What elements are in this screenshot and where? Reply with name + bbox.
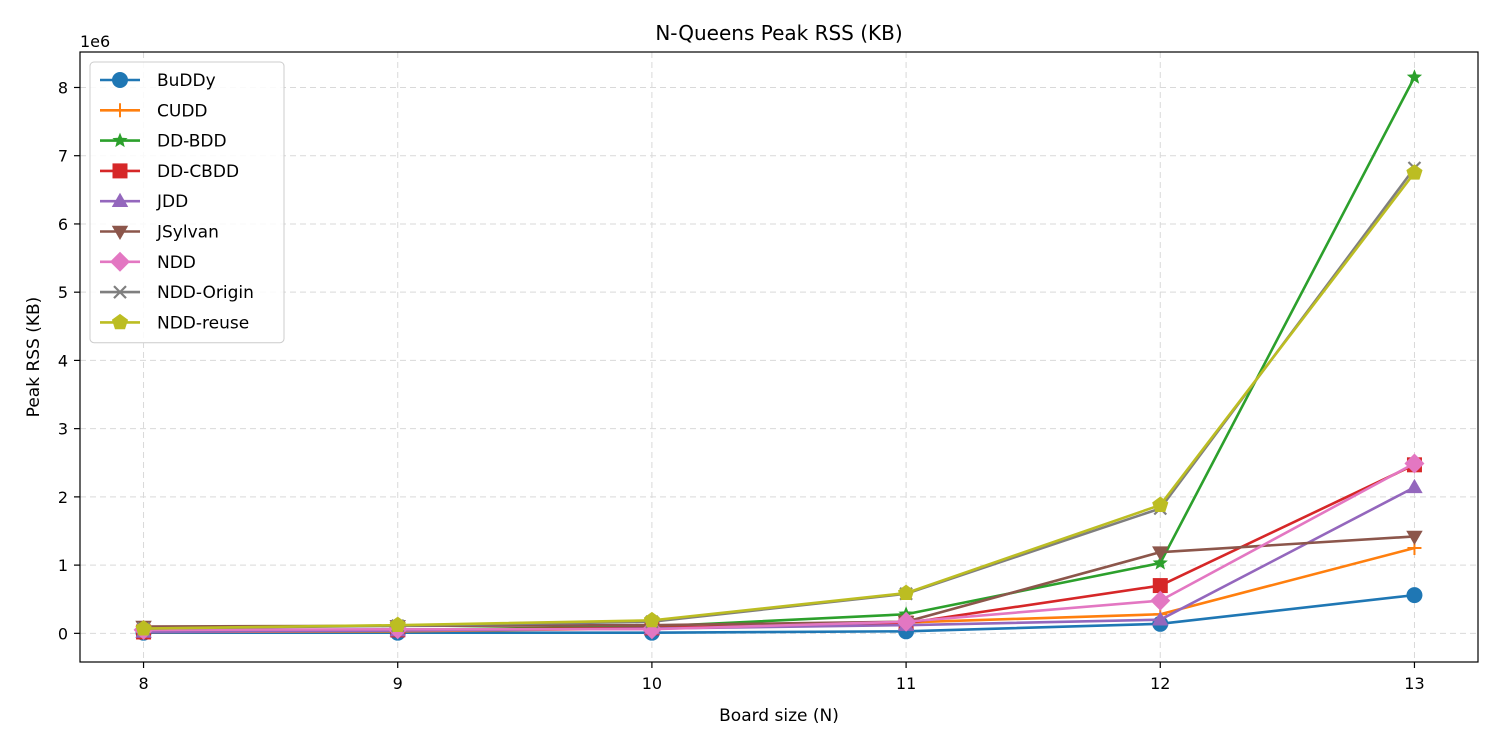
legend-label: NDD	[157, 253, 196, 273]
data-point	[1406, 164, 1423, 180]
y-axis-label: Peak RSS (KB)	[24, 297, 44, 418]
legend-marker	[111, 192, 129, 207]
y-tick-label: 5	[58, 283, 68, 302]
legend: BuDDy CUDD DD-BDD DD-CBDD JDD JSylvan NDD NDD-O…	[89, 61, 285, 344]
legend-entry: NDD	[100, 251, 196, 273]
series-layer	[133, 69, 1425, 641]
series-line	[143, 535, 1415, 628]
legend-entry: CUDD	[100, 101, 208, 121]
legend-entry: BuDDy	[100, 71, 216, 91]
plot-frame	[79, 51, 1479, 663]
legend-marker	[110, 251, 130, 272]
data-point	[1150, 590, 1171, 611]
legend-entry: JDD	[100, 192, 188, 212]
data-point	[1406, 530, 1423, 545]
legend-marker	[113, 103, 127, 118]
legend-label: NDD-reuse	[157, 313, 249, 333]
legend-entry: JSylvan	[100, 223, 219, 243]
series-line	[143, 462, 1416, 632]
data-point	[1406, 69, 1423, 84]
x-tick-label: 9	[393, 674, 403, 693]
legend-label: NDD-Origin	[157, 283, 254, 303]
x-tick-label: 10	[642, 674, 662, 693]
data-point	[135, 620, 152, 636]
y-tick-label: 8	[58, 78, 68, 97]
data-point	[1152, 555, 1168, 570]
data-point	[1152, 611, 1169, 626]
legend-label: DD-CBDD	[157, 162, 239, 182]
series-line	[143, 486, 1416, 634]
legend-marker	[112, 163, 128, 179]
legend-label: JSylvan	[156, 223, 219, 243]
y-axis-offset-label: 1e6	[80, 32, 110, 51]
data-point	[896, 611, 917, 632]
legend-label: JDD	[156, 192, 188, 212]
data-point	[643, 611, 660, 628]
legend-entry: DD-BDD	[100, 132, 227, 152]
data-point	[1406, 478, 1423, 494]
data-point	[898, 584, 915, 600]
x-tick-label: 13	[1404, 674, 1424, 693]
data-point	[1152, 496, 1169, 512]
legend-marker	[111, 225, 129, 240]
legend-marker	[113, 285, 127, 299]
data-point	[1152, 578, 1168, 594]
x-tick-label: 11	[896, 674, 916, 693]
x-tick-label: 12	[1150, 674, 1170, 693]
legend-marker	[112, 132, 128, 148]
y-tick-label: 7	[58, 147, 68, 166]
y-tick-label: 6	[58, 215, 68, 234]
x-tick-label: 8	[138, 674, 148, 693]
legend-label: CUDD	[157, 101, 208, 121]
data-point	[1406, 587, 1423, 604]
data-point	[389, 616, 406, 633]
series-line	[143, 171, 1416, 630]
y-tick-label: 2	[58, 488, 68, 507]
legend-marker	[111, 313, 129, 330]
series-line	[143, 167, 1416, 630]
data-point	[1152, 546, 1169, 561]
chart-title: N-Queens Peak RSS (KB)	[655, 21, 902, 45]
series-ndd-reuse	[135, 164, 1423, 636]
legend-box	[89, 61, 285, 344]
series-jdd	[135, 478, 1423, 638]
legend-entry: DD-CBDD	[100, 162, 239, 182]
legend-entry: NDD-Origin	[100, 283, 254, 303]
legend-label: BuDDy	[157, 71, 216, 91]
data-point	[1404, 453, 1425, 474]
legend-marker	[112, 72, 128, 88]
y-tick-label: 3	[58, 420, 68, 439]
x-axis-label: Board size (N)	[719, 706, 839, 726]
legend-label: DD-BDD	[157, 132, 227, 152]
y-tick-label: 1	[58, 556, 68, 575]
legend-entry: NDD-reuse	[100, 313, 249, 333]
y-tick-label: 0	[58, 624, 68, 643]
y-tick-label: 4	[58, 351, 68, 370]
